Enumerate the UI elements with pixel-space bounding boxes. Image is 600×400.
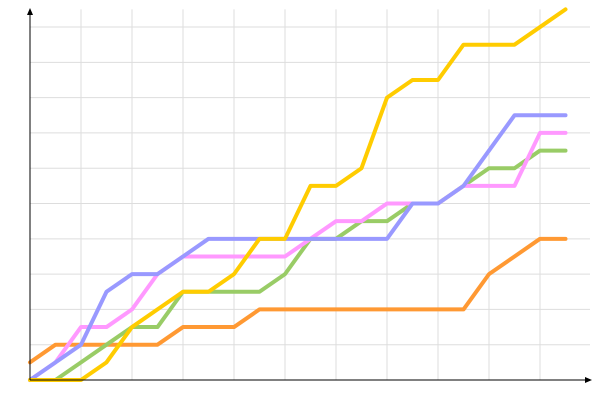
x-axis-arrow: [585, 377, 592, 383]
axes: [27, 8, 592, 383]
y-axis-arrow: [27, 8, 33, 15]
plot-area: [28, 7, 568, 382]
series-line: [28, 7, 568, 382]
series-line: [28, 113, 568, 382]
series-line: [28, 148, 568, 382]
series-line: [28, 130, 568, 382]
grid: [30, 9, 590, 380]
